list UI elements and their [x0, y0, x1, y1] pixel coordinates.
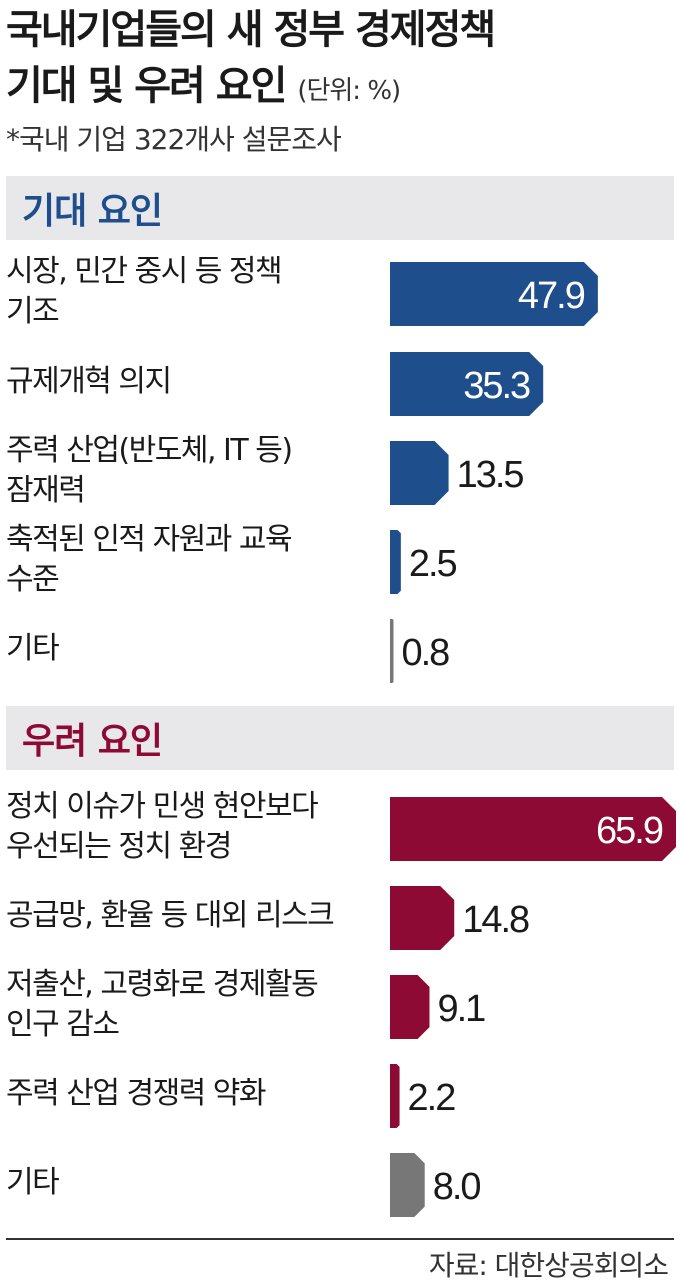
- value-label-expectation-0: 47.9: [518, 275, 585, 317]
- category-label-line-1: 정치 이슈가 민생 현안보다: [6, 789, 319, 824]
- category-label-line-1: 기타: [6, 631, 60, 666]
- chart-title: 국내기업들의 새 정부 경제정책 기대 및 우려 요인 (단위: %): [6, 2, 496, 119]
- category-label-line-1: 기타: [6, 1165, 60, 1200]
- category-label-concern-4: 기타: [6, 1163, 386, 1203]
- category-label-line-1: 규제개혁 의지: [6, 364, 172, 399]
- bar-concern-1: [390, 886, 455, 950]
- bar-expectation-1: [390, 352, 544, 416]
- bar-concern-0: [390, 797, 676, 861]
- bar-concern-3: [390, 1064, 400, 1128]
- category-label-line-2: 기조: [6, 294, 60, 329]
- category-label-expectation-2: 주력 산업(반도체, IT 등) 잠재력: [6, 431, 386, 511]
- bar-expectation-3: [390, 530, 401, 594]
- bar-expectation-2: [390, 441, 449, 505]
- value-label-expectation-4: 0.8: [401, 632, 449, 674]
- expectation-section-title: 기대 요인: [22, 191, 163, 232]
- concern-section-header: 우려 요인: [6, 706, 674, 770]
- bar-concern-2: [390, 975, 430, 1039]
- expectation-section-header: 기대 요인: [6, 176, 674, 240]
- category-label-line-1: 주력 산업(반도체, IT 등): [6, 433, 293, 468]
- category-label-line-1: 축적된 인적 자원과 교육: [6, 522, 293, 557]
- category-label-line-2: 우선되는 정치 환경: [6, 829, 232, 864]
- category-label-line-1: 주력 산업 경쟁력 약화: [6, 1076, 267, 1111]
- source-note: 자료: 대한상공회의소: [428, 1249, 669, 1282]
- bar-expectation-0: [390, 262, 598, 326]
- survey-note: *국내 기업 322개사 설문조사: [6, 123, 342, 156]
- value-label-expectation-2: 13.5: [457, 454, 524, 496]
- unit-label: (단위: %): [297, 76, 401, 106]
- category-label-line-2: 잠재력: [6, 473, 86, 508]
- value-label-concern-2: 9.1: [437, 988, 485, 1030]
- value-label-concern-0: 65.9: [596, 810, 663, 852]
- bar-expectation-4: [390, 619, 394, 683]
- category-label-line-1: 공급망, 환율 등 대외 리스크: [6, 898, 335, 933]
- value-label-concern-1: 14.8: [462, 899, 529, 941]
- category-label-line-1: 시장, 민간 중시 등 정책: [6, 254, 283, 289]
- value-label-expectation-3: 2.5: [409, 543, 457, 585]
- value-label-expectation-1: 35.3: [463, 365, 530, 407]
- bar-concern-4: [390, 1153, 425, 1217]
- value-label-concern-4: 8.0: [433, 1166, 481, 1208]
- category-label-expectation-4: 기타: [6, 629, 386, 669]
- title-line-2-text: 기대 및 우려 요인: [6, 63, 287, 109]
- category-label-expectation-1: 규제개혁 의지: [6, 362, 386, 402]
- title-line-1: 국내기업들의 새 정부 경제정책: [6, 7, 496, 53]
- category-label-line-2: 인구 감소: [6, 1007, 120, 1042]
- category-label-concern-3: 주력 산업 경쟁력 약화: [6, 1074, 386, 1114]
- title-line-2: 기대 및 우려 요인 (단위: %): [6, 58, 494, 119]
- concern-section-title: 우려 요인: [22, 721, 163, 762]
- footer-rule: [6, 1238, 674, 1240]
- value-label-concern-3: 2.2: [408, 1077, 456, 1119]
- category-label-line-2: 수준: [6, 562, 60, 597]
- category-label-concern-1: 공급망, 환율 등 대외 리스크: [6, 896, 386, 936]
- category-label-line-1: 저출산, 고령화로 경제활동: [6, 967, 319, 1002]
